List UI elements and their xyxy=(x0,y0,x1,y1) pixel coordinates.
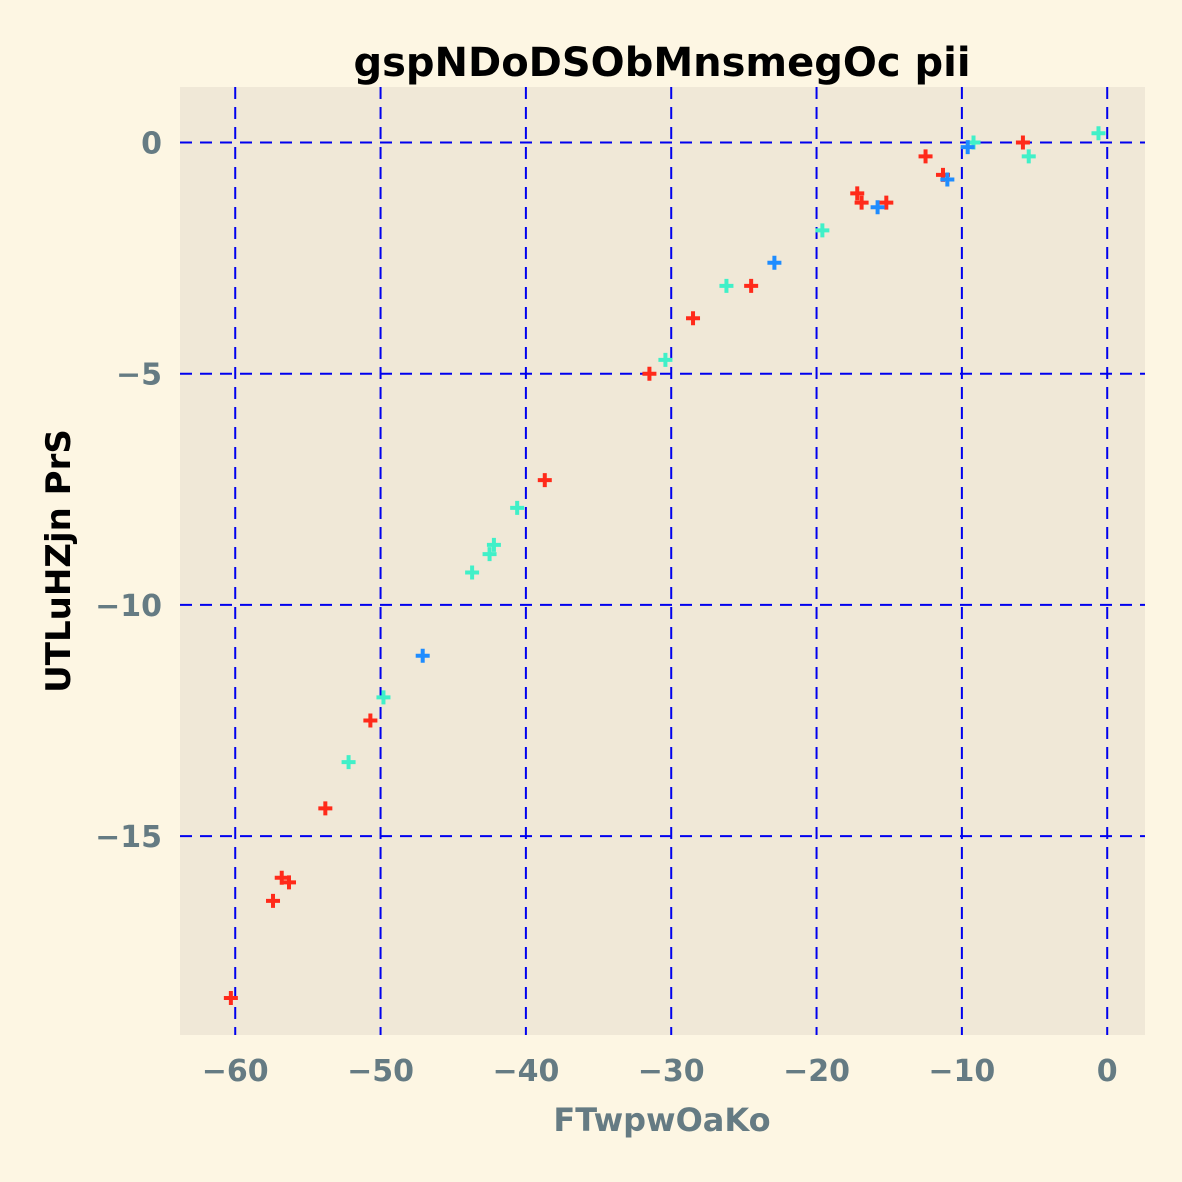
x-tick-label: 0 xyxy=(1097,1054,1118,1089)
data-point xyxy=(1021,149,1036,164)
data-point xyxy=(719,278,734,293)
y-axis-label: UTLuHZjn PrS xyxy=(39,429,79,693)
x-tick-label: −60 xyxy=(202,1054,269,1089)
data-point xyxy=(767,255,782,270)
x-tick-label: −40 xyxy=(492,1054,559,1089)
data-point xyxy=(274,870,289,885)
data-point xyxy=(854,195,869,210)
data-point xyxy=(510,500,525,515)
data-point xyxy=(879,195,894,210)
data-point xyxy=(486,537,501,552)
x-tick-label: −10 xyxy=(928,1054,995,1089)
series-3 xyxy=(415,140,975,663)
data-point xyxy=(341,755,356,770)
x-tick-label: −50 xyxy=(347,1054,414,1089)
y-tick-label: 0 xyxy=(141,126,162,161)
data-point xyxy=(415,648,430,663)
data-point xyxy=(266,893,281,908)
data-point xyxy=(482,547,497,562)
data-point xyxy=(642,366,657,381)
y-tick-label: −5 xyxy=(116,358,162,393)
data-point xyxy=(281,875,296,890)
x-axis-ticks: −60 −50 −40 −30 −20 −10 0 xyxy=(202,1054,1118,1089)
data-point xyxy=(744,278,759,293)
data-points xyxy=(223,126,1106,1005)
plot-area xyxy=(180,87,1145,1035)
y-tick-label: −15 xyxy=(95,820,162,855)
data-point xyxy=(376,690,391,705)
data-point xyxy=(363,713,378,728)
data-point xyxy=(1015,135,1030,150)
data-point xyxy=(686,311,701,326)
y-axis-ticks: 0 −5 −10 −15 xyxy=(95,126,162,855)
y-tick-label: −10 xyxy=(95,589,162,624)
grid-lines xyxy=(180,87,1145,1035)
data-point xyxy=(815,223,830,238)
data-point xyxy=(465,565,480,580)
data-point xyxy=(223,991,238,1005)
series-1 xyxy=(223,135,1030,1005)
data-point xyxy=(658,352,673,367)
data-point xyxy=(870,200,885,215)
chart-title: gspNDoDSObMnsmegOc pii xyxy=(353,40,970,86)
data-point xyxy=(850,186,865,201)
data-point xyxy=(1091,126,1106,141)
data-point xyxy=(318,801,333,816)
x-tick-label: −30 xyxy=(638,1054,705,1089)
data-point xyxy=(537,473,552,488)
x-tick-label: −20 xyxy=(783,1054,850,1089)
x-axis-label: FTwpwOaKo xyxy=(553,1101,770,1139)
data-point xyxy=(940,172,955,187)
data-point xyxy=(918,149,933,164)
data-point xyxy=(960,140,975,155)
